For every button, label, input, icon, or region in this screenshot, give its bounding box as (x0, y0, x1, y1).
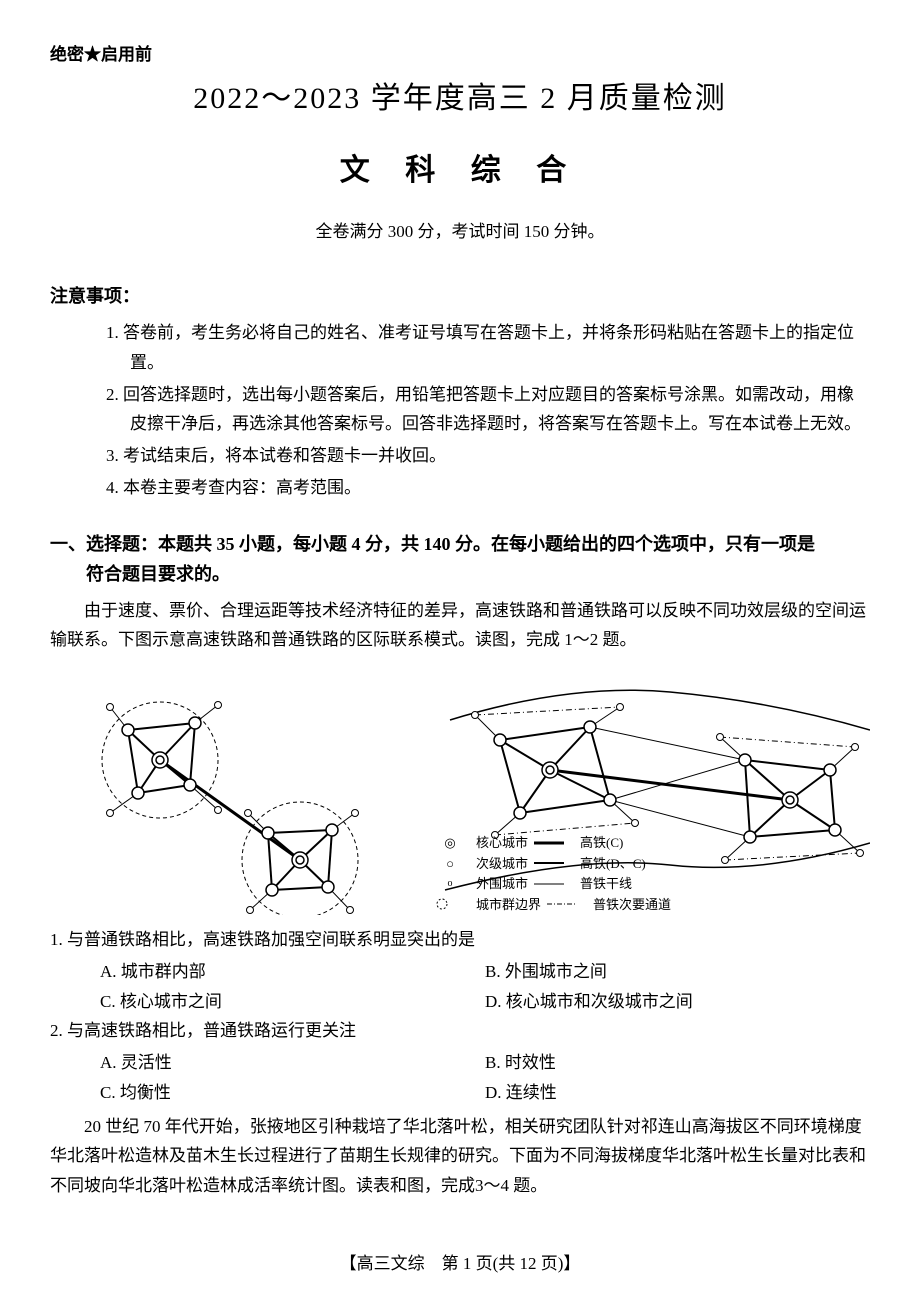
confidential-label: 绝密★启用前 (50, 40, 870, 65)
q1-stem: 1. 与普通铁路相比，高速铁路加强空间联系明显突出的是 (50, 925, 870, 955)
notice-item: 3. 考试结束后，将本试卷和答题卡一并收回。 (106, 441, 870, 471)
legend-city: 次级城市 (476, 854, 528, 874)
q2-stem: 2. 与高速铁路相比，普通铁路运行更关注 (50, 1016, 870, 1046)
sub-city-icon: ○ (430, 854, 470, 874)
passage-2: 20 世纪 70 年代开始，张掖地区引种栽培了华北落叶松，相关研究团队针对祁连山… (50, 1112, 870, 1201)
notice-list: 1. 答卷前，考生务必将自己的姓名、准考证号填写在答题卡上，并将条形码粘贴在答题… (50, 318, 870, 503)
boundary-icon (430, 898, 470, 910)
notice-item: 2. 回答选择题时，选出每小题答案后，用铅笔把答题卡上对应题目的答案标号涂黑。如… (106, 380, 870, 440)
core-city-icon: ◎ (430, 833, 470, 853)
subject-title: 文 科 综 合 (50, 145, 870, 189)
q1-opt-a: A. 城市群内部 (100, 957, 485, 987)
q2-options: A. 灵活性 B. 时效性 C. 均衡性 D. 连续性 (50, 1048, 870, 1108)
legend-line: 普铁次要通道 (593, 895, 671, 915)
q2-opt-a: A. 灵活性 (100, 1048, 485, 1078)
rail-trunk-icon (534, 880, 574, 888)
q2-opt-d: D. 连续性 (485, 1078, 870, 1108)
notice-title: 注意事项： (50, 282, 870, 308)
hsr-c-icon (534, 839, 574, 847)
legend-city: 核心城市 (476, 833, 528, 853)
rail-secondary-icon (547, 900, 587, 908)
outer-city-icon: o (430, 876, 470, 891)
main-title: 2022～2023 学年度高三 2 月质量检测 (50, 73, 870, 117)
legend-city: 城市群边界 (476, 895, 541, 915)
q1-options: A. 城市群内部 B. 外围城市之间 C. 核心城市之间 D. 核心城市和次级城… (50, 957, 870, 1017)
legend-city: 外围城市 (476, 874, 528, 894)
exam-info: 全卷满分 300 分，考试时间 150 分钟。 (50, 217, 870, 242)
legend-line: 普铁干线 (580, 874, 632, 894)
notice-item: 1. 答卷前，考生务必将自己的姓名、准考证号填写在答题卡上，并将条形码粘贴在答题… (106, 318, 870, 378)
q1-opt-d: D. 核心城市和次级城市之间 (485, 987, 870, 1017)
hsr-dc-icon (534, 859, 574, 867)
section-heading: 一、选择题：本题共 35 小题，每小题 4 分，共 140 分。在每小题给出的四… (50, 529, 870, 590)
q1-opt-c: C. 核心城市之间 (100, 987, 485, 1017)
legend-line: 高铁(D、C) (580, 854, 646, 874)
network-diagram: ◎ 核心城市 高铁(C) ○ 次级城市 高铁(D、C) o 外围城市 普铁干线 … (50, 665, 870, 915)
notice-item: 4. 本卷主要考查内容：高考范围。 (106, 473, 870, 503)
q2-opt-c: C. 均衡性 (100, 1078, 485, 1108)
q2-opt-b: B. 时效性 (485, 1048, 870, 1078)
q1-opt-b: B. 外围城市之间 (485, 957, 870, 987)
diagram-legend: ◎ 核心城市 高铁(C) ○ 次级城市 高铁(D、C) o 外围城市 普铁干线 … (430, 833, 671, 915)
passage-1: 由于速度、票价、合理运距等技术经济特征的差异，高速铁路和普通铁路可以反映不同功效… (50, 596, 870, 656)
section-title-line2: 符合题目要求的。 (50, 564, 230, 584)
section-title-line1: 一、选择题：本题共 35 小题，每小题 4 分，共 140 分。在每小题给出的四… (50, 534, 815, 554)
legend-line: 高铁(C) (580, 833, 623, 853)
page-footer: 【高三文综 第 1 页(共 12 页)】 (0, 1249, 920, 1274)
